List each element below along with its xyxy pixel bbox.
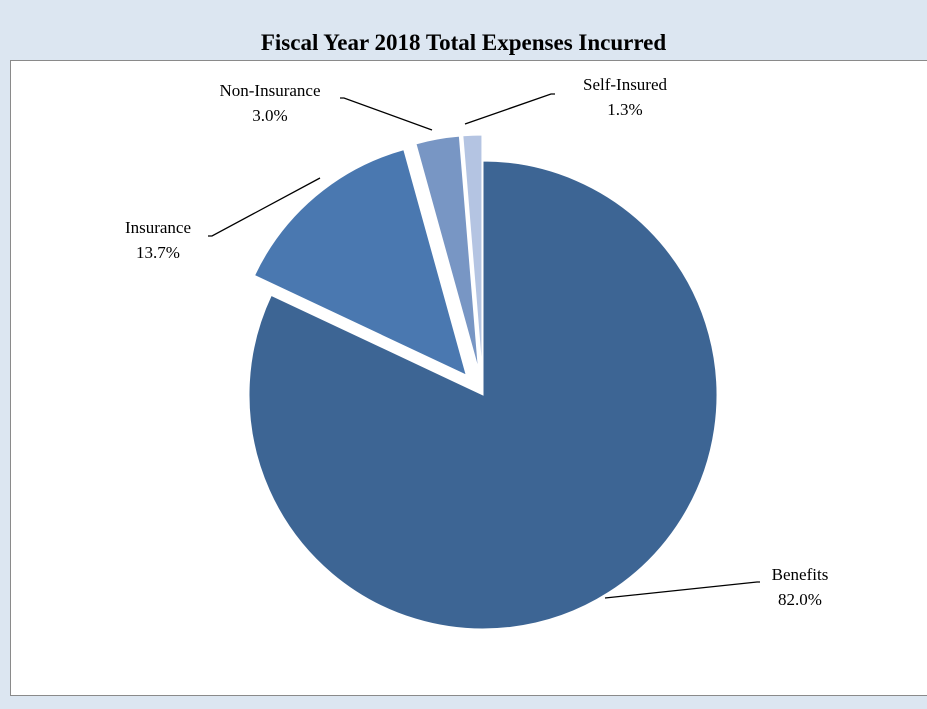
pie-slices [248, 134, 718, 630]
leader-line [208, 177, 321, 237]
pie-slice-benefits [248, 160, 718, 630]
leader-line [340, 97, 433, 131]
slice-percent-label: 3.0% [252, 106, 287, 125]
leader-lines [208, 93, 760, 599]
slice-labels: Benefits 82.0% Insurance 13.7% Non-Insurance… [125, 75, 828, 609]
pie-slice-self-insured [462, 134, 483, 370]
title-band: Fiscal Year 2018 Total Expenses Incurred [0, 0, 927, 60]
leader-line [464, 93, 555, 125]
pie-slice-insurance [253, 148, 468, 377]
slice-name-label: Insurance [125, 218, 191, 237]
leader-line [604, 581, 760, 599]
slice-name-label: Non-Insurance [219, 81, 320, 100]
chart-title: Fiscal Year 2018 Total Expenses Incurred [260, 30, 667, 55]
slice-percent-label: 13.7% [136, 243, 180, 262]
pie-slice-non-insurance [415, 135, 479, 370]
slice-percent-label: 82.0% [778, 590, 822, 609]
slice-name-label: Self-Insured [583, 75, 668, 94]
slice-name-label: Benefits [772, 565, 829, 584]
slice-percent-label: 1.3% [607, 100, 642, 119]
